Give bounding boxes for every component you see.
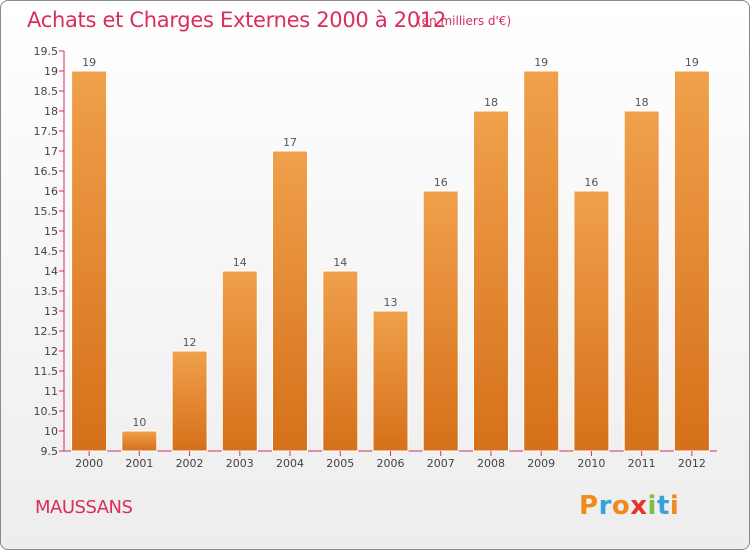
x-tick-label: 2006 [377, 457, 405, 470]
bar-2002 [171, 350, 208, 452]
bar-value-label: 18 [484, 96, 498, 109]
logo-letter: i [647, 491, 657, 521]
bar-value-label: 14 [233, 256, 247, 269]
x-tick-label: 2002 [176, 457, 204, 470]
bar-2006 [372, 310, 409, 452]
y-tick-label: 16.5 [34, 165, 59, 178]
y-tick-label: 18.5 [34, 85, 59, 98]
bar-value-label: 19 [82, 56, 96, 69]
chart-title: Achats et Charges Externes 2000 à 2012 [27, 8, 447, 32]
y-tick-label: 10 [44, 425, 58, 438]
y-tick-label: 14 [44, 265, 58, 278]
logo-letter: P [579, 491, 599, 521]
bar-value-label: 14 [333, 256, 347, 269]
bar-2005 [322, 270, 359, 452]
y-tick-label: 17 [44, 145, 58, 158]
bar-value-label: 12 [183, 336, 197, 349]
bar-2009 [523, 70, 560, 452]
x-tick-label: 2008 [477, 457, 505, 470]
x-tick-label: 2012 [678, 457, 706, 470]
y-tick-label: 14.5 [34, 245, 59, 258]
bar-2000 [71, 70, 108, 452]
y-tick-label: 16 [44, 185, 58, 198]
y-tick-label: 13.5 [34, 285, 59, 298]
x-tick-label: 2001 [125, 457, 153, 470]
y-tick-label: 12 [44, 345, 58, 358]
bar-value-label: 19 [534, 56, 548, 69]
y-tick-label: 10.5 [34, 405, 59, 418]
bar-2003 [221, 270, 258, 452]
y-tick-label: 13 [44, 305, 58, 318]
x-tick-label: 2004 [276, 457, 304, 470]
bar-2008 [473, 110, 509, 452]
bar-2012 [673, 70, 710, 452]
logo-letter: x [630, 491, 648, 521]
logo-letter: o [611, 491, 631, 521]
commune-name: MAUSSANS [35, 497, 133, 518]
y-tick-label: 15.5 [34, 205, 59, 218]
x-tick-label: 2000 [75, 457, 103, 470]
bar-2011 [623, 110, 660, 452]
bar-value-label: 13 [384, 296, 398, 309]
y-tick-label: 19.5 [34, 45, 59, 58]
proxiti-logo: Proxiti [579, 491, 679, 521]
y-tick-label: 11.5 [34, 365, 59, 378]
logo-letter: i [669, 491, 680, 521]
x-tick-label: 2011 [628, 457, 656, 470]
x-tick-label: 2007 [427, 457, 455, 470]
y-tick-label: 12.5 [34, 325, 59, 338]
bar-value-label: 19 [685, 56, 699, 69]
y-tick-label: 15 [44, 225, 58, 238]
chart-subtitle: (en milliers d'€) [417, 14, 512, 28]
logo-letter: r [598, 491, 612, 521]
bar-value-label: 10 [132, 416, 146, 429]
bar-2004 [272, 150, 308, 452]
logo-letter: t [656, 491, 670, 521]
y-tick-label: 19 [44, 65, 58, 78]
bar-value-label: 16 [434, 176, 448, 189]
y-tick-label: 17.5 [34, 125, 59, 138]
bar-2010 [573, 190, 610, 452]
x-tick-label: 2005 [326, 457, 354, 470]
y-tick-label: 18 [44, 105, 58, 118]
bar-value-label: 17 [283, 136, 297, 149]
x-tick-label: 2010 [577, 457, 605, 470]
x-tick-label: 2009 [527, 457, 555, 470]
bar-value-label: 16 [584, 176, 598, 189]
bar-value-label: 18 [635, 96, 649, 109]
y-tick-label: 11 [44, 385, 58, 398]
bar-2001 [121, 430, 158, 452]
bar-2007 [422, 190, 459, 452]
y-tick-label: 9.5 [41, 445, 59, 458]
x-tick-label: 2003 [226, 457, 254, 470]
